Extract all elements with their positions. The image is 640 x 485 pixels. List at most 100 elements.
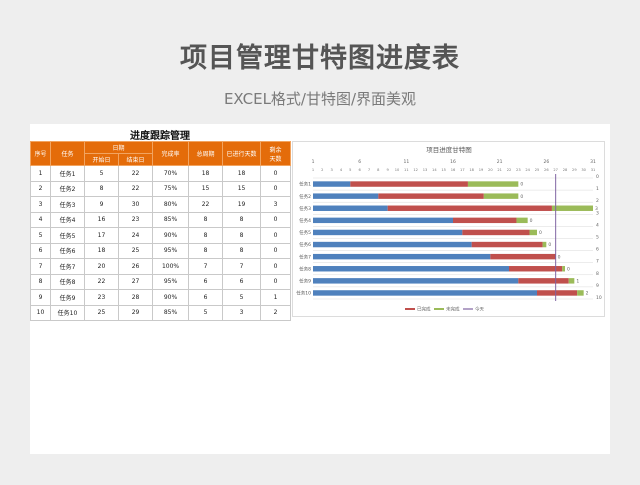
cell-total[interactable]: 15 [188, 180, 224, 197]
cell-end[interactable]: 30 [117, 196, 154, 213]
cell-end[interactable]: 22 [117, 180, 154, 197]
header-start[interactable]: 开始日 [84, 153, 119, 166]
cell-task[interactable]: 任务3 [50, 196, 85, 213]
header-completion[interactable]: 完成率 [152, 141, 190, 166]
cell-task[interactable]: 任务1 [50, 165, 85, 182]
cell-elapsed[interactable]: 5 [222, 289, 262, 306]
cell-total[interactable]: 8 [188, 227, 224, 244]
cell-remaining[interactable]: 0 [260, 258, 292, 275]
cell-seq[interactable]: 1 [30, 165, 51, 182]
cell-task[interactable]: 任务6 [50, 242, 85, 259]
cell-end[interactable]: 29 [117, 304, 154, 321]
cell-end[interactable]: 27 [117, 273, 154, 290]
cell-completion[interactable]: 85% [152, 211, 190, 228]
cell-total[interactable]: 5 [188, 304, 224, 321]
cell-remaining[interactable]: 1 [260, 289, 292, 306]
cell-remaining[interactable]: 0 [260, 211, 292, 228]
cell-task[interactable]: 任务10 [50, 304, 85, 321]
gantt-chart[interactable]: 项目进度甘特图 1 6 11 16 21 26 31 1 2 3 4 5 6 7 8 9 10 11 12 13 14 15… [292, 141, 605, 317]
cell-start[interactable]: 20 [84, 258, 119, 275]
cell-start[interactable]: 22 [84, 273, 119, 290]
cell-task[interactable]: 任务5 [50, 227, 85, 244]
cell-start[interactable]: 25 [84, 304, 119, 321]
cell-end[interactable]: 25 [117, 242, 154, 259]
cell-start[interactable]: 17 [84, 227, 119, 244]
cell-task[interactable]: 任务7 [50, 258, 85, 275]
cell-end[interactable]: 26 [117, 258, 154, 275]
cell-seq[interactable]: 6 [30, 242, 51, 259]
cell-total[interactable]: 7 [188, 258, 224, 275]
cell-elapsed[interactable]: 15 [222, 180, 262, 197]
cell-seq[interactable]: 9 [30, 289, 51, 306]
cell-total[interactable]: 8 [188, 211, 224, 228]
cell-start[interactable]: 23 [84, 289, 119, 306]
cell-completion[interactable]: 95% [152, 242, 190, 259]
header-elapsed-days[interactable]: 已进行天数 [222, 141, 262, 166]
right-tick-label: 9 [596, 283, 599, 289]
cell-task[interactable]: 任务2 [50, 180, 85, 197]
cell-end[interactable]: 22 [117, 165, 154, 182]
cell-completion[interactable]: 100% [152, 258, 190, 275]
segment-data-label: 2 [586, 291, 589, 297]
cell-elapsed[interactable]: 8 [222, 211, 262, 228]
cell-elapsed[interactable]: 19 [222, 196, 262, 213]
right-tick-label: 1 [596, 186, 599, 192]
cell-seq[interactable]: 2 [30, 180, 51, 197]
table-row: 6 任务6 18 25 95% 8 8 0 [30, 242, 292, 259]
header-end[interactable]: 结束日 [117, 153, 154, 166]
cell-elapsed[interactable]: 8 [222, 227, 262, 244]
cell-elapsed[interactable]: 18 [222, 165, 262, 182]
cell-total[interactable]: 8 [188, 242, 224, 259]
cell-end[interactable]: 28 [117, 289, 154, 306]
header-seq[interactable]: 序号 [30, 141, 51, 166]
cell-elapsed[interactable]: 8 [222, 242, 262, 259]
header-remaining-days[interactable]: 剩余 天数 [260, 141, 292, 166]
cell-total[interactable]: 6 [188, 273, 224, 290]
cell-seq[interactable]: 3 [30, 196, 51, 213]
cell-remaining[interactable]: 0 [260, 165, 292, 182]
cell-remaining[interactable]: 3 [260, 196, 292, 213]
cell-remaining[interactable]: 0 [260, 273, 292, 290]
cell-task[interactable]: 任务4 [50, 211, 85, 228]
cell-start[interactable]: 9 [84, 196, 119, 213]
cell-seq[interactable]: 10 [30, 304, 51, 321]
table-row: 3 任务3 9 30 80% 22 19 3 [30, 196, 292, 213]
cell-completion[interactable]: 80% [152, 196, 190, 213]
cell-completion[interactable]: 70% [152, 165, 190, 182]
cell-seq[interactable]: 5 [30, 227, 51, 244]
table-row: 4 任务4 16 23 85% 8 8 0 [30, 211, 292, 228]
cell-completion[interactable]: 85% [152, 304, 190, 321]
header-date[interactable]: 日期 [83, 141, 154, 154]
cell-completion[interactable]: 90% [152, 227, 190, 244]
cell-remaining[interactable]: 0 [260, 227, 292, 244]
cell-end[interactable]: 24 [117, 227, 154, 244]
cell-remaining[interactable]: 0 [260, 242, 292, 259]
cell-completion[interactable]: 95% [152, 273, 190, 290]
cell-task[interactable]: 任务8 [50, 273, 85, 290]
cell-total[interactable]: 18 [188, 165, 224, 182]
right-tick-label: 8 [596, 271, 599, 277]
cell-completion[interactable]: 90% [152, 289, 190, 306]
header-task[interactable]: 任务 [50, 141, 85, 166]
cell-seq[interactable]: 7 [30, 258, 51, 275]
cell-start[interactable]: 16 [84, 211, 119, 228]
cell-total[interactable]: 6 [188, 289, 224, 306]
cell-task[interactable]: 任务9 [50, 289, 85, 306]
cell-end[interactable]: 23 [117, 211, 154, 228]
cell-elapsed[interactable]: 7 [222, 258, 262, 275]
cell-total[interactable]: 22 [188, 196, 224, 213]
cell-seq[interactable]: 4 [30, 211, 51, 228]
cell-elapsed[interactable]: 6 [222, 273, 262, 290]
cell-start[interactable]: 5 [84, 165, 119, 182]
bottom-tick-label: 14 [432, 168, 437, 172]
cell-remaining[interactable]: 0 [260, 180, 292, 197]
cell-start[interactable]: 8 [84, 180, 119, 197]
cell-elapsed[interactable]: 3 [222, 304, 262, 321]
cell-completion[interactable]: 75% [152, 180, 190, 197]
page-title: 项目管理甘特图进度表 [180, 43, 460, 74]
header-total-days[interactable]: 总周期 [188, 141, 224, 166]
cell-start[interactable]: 18 [84, 242, 119, 259]
cell-remaining[interactable]: 2 [260, 304, 292, 321]
category-label: 任务7 [299, 253, 311, 260]
cell-seq[interactable]: 8 [30, 273, 51, 290]
